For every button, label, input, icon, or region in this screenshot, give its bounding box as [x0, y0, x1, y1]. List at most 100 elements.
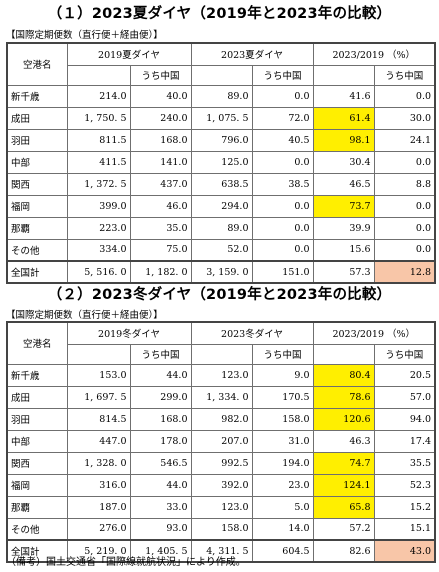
cell-v2019: 316.0 [66, 473, 131, 497]
cell-c2019: 178.0 [129, 429, 192, 453]
table-row: 関西 1, 328. 0 546.5 992.5 194.0 74.7 35.5 [6, 451, 436, 475]
total-row: 全国計 5, 219. 0 1, 405. 5 4, 311. 5 604.5 82.6 4… [6, 539, 436, 563]
table-row: 中部 411.5 141.0 125.0 0.0 30.4 0.0 [6, 150, 436, 174]
cell-rc: 57.0 [373, 385, 436, 409]
table-row: 羽田 811.5 168.0 796.0 40.5 98.1 24.1 [6, 128, 436, 152]
cell-rc: 12.8 [373, 260, 436, 284]
table-header-row: 空港名 2019冬ダイヤ 2023冬ダイヤ 2023/2019 （%） [6, 321, 436, 365]
cell-r: 46.5 [312, 172, 375, 196]
cell-r: 82.6 [312, 539, 375, 563]
cell-r: 39.9 [312, 216, 375, 240]
subheader-blank [190, 344, 253, 365]
cell-c2023: 38.5 [251, 172, 314, 196]
header-2019: 2019冬ダイヤ [66, 321, 192, 345]
cell-v2019: 5, 516. 0 [66, 260, 131, 284]
cell-c2023: 9.0 [251, 363, 314, 387]
cell-v2023: 4, 311. 5 [190, 539, 253, 563]
cell-c2019: 1, 182. 0 [129, 260, 192, 284]
header-airport: 空港名 [6, 321, 68, 365]
table-row: 那覇 223.0 35.0 89.0 0.0 39.9 0.0 [6, 216, 436, 240]
subheader-china-2019: うち中国 [129, 64, 192, 86]
cell-v2023: 89.0 [190, 216, 253, 240]
cell-v2023: 207.0 [190, 429, 253, 453]
cell-v2023: 392.0 [190, 473, 253, 497]
cell-rc: 0.0 [373, 216, 436, 240]
cell-v2019: 276.0 [66, 517, 131, 541]
cell-v2023: 294.0 [190, 194, 253, 218]
cell-v2023: 982.0 [190, 407, 253, 431]
cell-c2023: 72.0 [251, 106, 314, 130]
cell-rc: 43.0 [373, 539, 436, 563]
cell-r: 120.6 [312, 407, 375, 431]
cell-r: 73.7 [312, 194, 375, 218]
table-row: その他 276.0 93.0 158.0 14.0 57.2 15.1 [6, 517, 436, 541]
subheader-china-2023: うち中国 [251, 64, 314, 86]
subheader-blank [312, 344, 375, 365]
cell-c2023: 604.5 [251, 539, 314, 563]
subheader-china-2023: うち中国 [251, 343, 314, 365]
cell-rc: 0.0 [373, 150, 436, 174]
table-row: 成田 1, 697. 5 299.0 1, 334. 0 170.5 78.6 57.0 [6, 385, 436, 409]
subheader-china-ratio: うち中国 [373, 343, 436, 365]
cell-rc: 0.0 [373, 238, 436, 262]
cell-c2019: 546.5 [129, 451, 192, 475]
cell-v2019: 1, 328. 0 [66, 451, 131, 475]
section2-title: （２）2023冬ダイヤ（2019年と2023年の比較） [47, 287, 392, 303]
section1-caption: 【国際定期便数（直行便＋経由便）】 [6, 30, 163, 41]
table-subheader-row: うち中国 うち中国 うち中国 [7, 64, 436, 86]
header-2023: 2023冬ダイヤ [190, 321, 314, 345]
cell-r: 124.1 [312, 473, 375, 497]
cell-c2023: 170.5 [251, 385, 314, 409]
section1-table: 空港名 2019夏ダイヤ 2023夏ダイヤ 2023/2019 （%） うち中国… [6, 42, 437, 284]
cell-c2019: 240.0 [129, 106, 192, 130]
cell-r: 61.4 [312, 106, 375, 130]
cell-r: 57.3 [312, 260, 375, 284]
cell-v2019: 447.0 [66, 429, 131, 453]
cell-v2019: 1, 750. 5 [66, 106, 131, 130]
cell-rc: 20.5 [373, 363, 436, 387]
cell-v2023: 992.5 [190, 451, 253, 475]
header-2023: 2023夏ダイヤ [190, 42, 314, 66]
cell-c2019: 168.0 [129, 407, 192, 431]
cell-c2023: 23.0 [251, 473, 314, 497]
cell-v2023: 123.0 [190, 495, 253, 519]
cell-v2019: 334.0 [66, 238, 131, 262]
cell-rc: 24.1 [373, 128, 436, 152]
cell-v2023: 1, 075. 5 [190, 106, 253, 130]
table-row: 羽田 814.5 168.0 982.0 158.0 120.6 94.0 [6, 407, 436, 431]
table-row: 福岡 399.0 46.0 294.0 0.0 73.7 0.0 [6, 194, 436, 218]
cell-c2019: 46.0 [129, 194, 192, 218]
cell-v2019: 814.5 [66, 407, 131, 431]
airport-name: その他 [6, 517, 68, 541]
header-ratio: 2023/2019 （%） [312, 42, 436, 66]
cell-v2023: 125.0 [190, 150, 253, 174]
table-row: 成田 1, 750. 5 240.0 1, 075. 5 72.0 61.4 30.0 [6, 106, 436, 130]
cell-r: 98.1 [312, 128, 375, 152]
airport-name: 羽田 [6, 128, 68, 152]
cell-c2023: 40.5 [251, 128, 314, 152]
cell-c2019: 40.0 [129, 84, 192, 108]
cell-rc: 17.4 [373, 429, 436, 453]
total-row: 全国計 5, 516. 0 1, 182. 0 3, 159. 0 151.0 57.3 1… [6, 260, 436, 284]
cell-v2023: 796.0 [190, 128, 253, 152]
table-row: その他 334.0 75.0 52.0 0.0 15.6 0.0 [6, 238, 436, 262]
cell-c2023: 5.0 [251, 495, 314, 519]
cell-rc: 15.2 [373, 495, 436, 519]
airport-name: 全国計 [6, 260, 68, 284]
cell-v2019: 223.0 [66, 216, 131, 240]
cell-c2019: 437.0 [129, 172, 192, 196]
cell-v2019: 187.0 [66, 495, 131, 519]
cell-rc: 8.8 [373, 172, 436, 196]
section1-title: （１）2023夏ダイヤ（2019年と2023年の比較） [47, 6, 392, 22]
airport-name: 関西 [6, 451, 68, 475]
cell-c2023: 31.0 [251, 429, 314, 453]
cell-c2023: 0.0 [251, 216, 314, 240]
cell-v2019: 811.5 [66, 128, 131, 152]
cell-c2023: 14.0 [251, 517, 314, 541]
cell-c2023: 194.0 [251, 451, 314, 475]
cell-v2019: 1, 697. 5 [66, 385, 131, 409]
cell-c2023: 0.0 [251, 194, 314, 218]
cell-c2023: 0.0 [251, 84, 314, 108]
cell-v2019: 214.0 [66, 84, 131, 108]
table-row: 新千歳 153.0 44.0 123.0 9.0 80.4 20.5 [6, 363, 436, 387]
